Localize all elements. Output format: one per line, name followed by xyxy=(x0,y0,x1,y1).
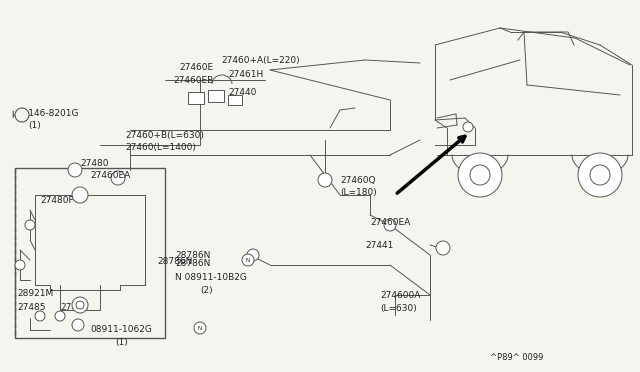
Circle shape xyxy=(194,322,206,334)
Text: 27440: 27440 xyxy=(228,87,257,96)
Circle shape xyxy=(72,319,84,331)
Text: 27460EB: 27460EB xyxy=(173,76,213,84)
Circle shape xyxy=(463,122,473,132)
Text: 27460Q: 27460Q xyxy=(340,176,376,185)
Text: 27460(L=1400): 27460(L=1400) xyxy=(125,142,196,151)
Circle shape xyxy=(590,165,610,185)
Circle shape xyxy=(68,163,82,177)
Text: (1): (1) xyxy=(115,337,128,346)
Text: 27460E: 27460E xyxy=(179,62,213,71)
Text: 28786N: 28786N xyxy=(175,250,211,260)
Text: 08911-1062G: 08911-1062G xyxy=(90,326,152,334)
Circle shape xyxy=(76,301,84,309)
Circle shape xyxy=(55,311,65,321)
Text: 27490: 27490 xyxy=(60,304,88,312)
Text: (2): (2) xyxy=(200,285,212,295)
Text: 27460+A(L=220): 27460+A(L=220) xyxy=(221,55,300,64)
Circle shape xyxy=(72,187,88,203)
Circle shape xyxy=(384,219,396,231)
Text: 27480: 27480 xyxy=(80,158,109,167)
Text: 27485: 27485 xyxy=(17,304,45,312)
Circle shape xyxy=(242,254,254,266)
Text: N 08911-10B2G: N 08911-10B2G xyxy=(175,273,247,282)
Text: 27460EA: 27460EA xyxy=(90,170,131,180)
Text: N: N xyxy=(198,326,202,330)
Text: N: N xyxy=(246,257,250,263)
Circle shape xyxy=(111,171,125,185)
Bar xyxy=(15,168,165,338)
Text: 28786N: 28786N xyxy=(175,259,211,267)
Text: 27460EA: 27460EA xyxy=(370,218,410,227)
Circle shape xyxy=(436,241,450,255)
Circle shape xyxy=(72,297,88,313)
Bar xyxy=(188,92,204,104)
Circle shape xyxy=(35,311,45,321)
Text: (L=180): (L=180) xyxy=(340,187,377,196)
Bar xyxy=(208,90,224,102)
Bar xyxy=(228,95,242,105)
Text: 27461H: 27461H xyxy=(228,70,263,78)
Text: 28786N: 28786N xyxy=(157,257,193,266)
Text: (L=630): (L=630) xyxy=(380,304,417,312)
Circle shape xyxy=(458,153,502,197)
Text: ^P89^ 0099: ^P89^ 0099 xyxy=(490,353,543,362)
Circle shape xyxy=(247,249,259,261)
Text: 27460+B(L=630): 27460+B(L=630) xyxy=(125,131,204,140)
Circle shape xyxy=(578,153,622,197)
Text: 27441: 27441 xyxy=(365,241,394,250)
Circle shape xyxy=(318,173,332,187)
Text: (1): (1) xyxy=(28,121,41,129)
Text: µ08146-8201G: µ08146-8201G xyxy=(11,109,79,118)
Text: 274600A: 274600A xyxy=(380,291,420,299)
Circle shape xyxy=(25,220,35,230)
Circle shape xyxy=(470,165,490,185)
Circle shape xyxy=(15,260,25,270)
Text: 28921M: 28921M xyxy=(17,289,53,298)
Text: B: B xyxy=(20,112,24,118)
Circle shape xyxy=(15,108,29,122)
Text: 27480F: 27480F xyxy=(40,196,74,205)
